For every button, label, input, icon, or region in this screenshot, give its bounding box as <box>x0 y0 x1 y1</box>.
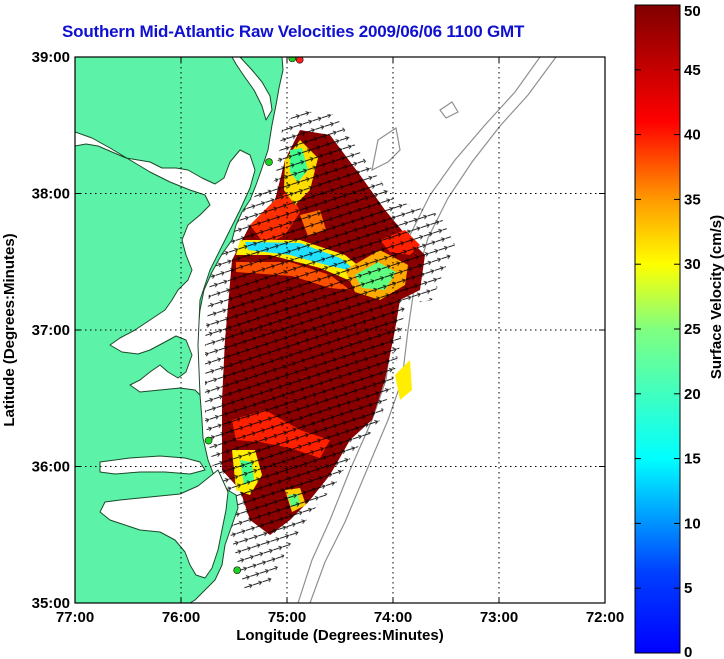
y-tick-label: 38:00 <box>32 186 70 203</box>
colorbar-tick-label: 45 <box>684 62 701 79</box>
y-axis-label: Latitude (Degrees:Minutes) <box>1 233 18 426</box>
station-markers <box>204 57 304 575</box>
colorbar-tick-label: 20 <box>684 386 701 403</box>
grid-lines <box>75 57 605 603</box>
x-axis-label: Longitude (Degrees:Minutes) <box>236 627 444 644</box>
station-marker <box>295 57 304 64</box>
colorbar-tick-label: 0 <box>684 644 692 659</box>
colorbar: 0 5 10 15 20 25 30 35 40 45 50 Surface Velocity (c… <box>634 3 724 659</box>
station-marker <box>265 158 273 166</box>
x-tick-label: 74:00 <box>374 609 412 626</box>
colorbar-tick-label: 5 <box>684 580 692 597</box>
x-tick-label: 73:00 <box>480 609 518 626</box>
x-tick-label: 72:00 <box>586 609 624 626</box>
velocity-arrows <box>205 110 455 590</box>
colorbar-tick-label: 15 <box>684 451 701 468</box>
x-tick-label: 76:00 <box>162 609 200 626</box>
colorbar-ticks: 0 5 10 15 20 25 30 35 40 45 50 <box>635 3 701 659</box>
colorbar-label: Surface Velocity (cm/s) <box>708 215 724 379</box>
station-marker <box>204 436 213 445</box>
station-marker <box>233 566 241 575</box>
station-marker <box>288 57 297 63</box>
colorbar-tick-label: 50 <box>684 3 701 20</box>
colorbar-gradient <box>634 4 681 654</box>
colorbar-tick-label: 30 <box>684 256 701 273</box>
y-tick-label: 36:00 <box>32 459 70 476</box>
chart-title: Southern Mid-Atlantic Raw Velocities 200… <box>62 22 525 41</box>
y-axis-ticks: 35:00 36:00 37:00 38:00 39:00 <box>32 49 605 612</box>
colorbar-tick-label: 40 <box>684 127 701 144</box>
y-tick-label: 35:00 <box>32 595 70 612</box>
y-tick-label: 37:00 <box>32 322 70 339</box>
colorbar-tick-label: 25 <box>684 321 701 338</box>
x-axis-ticks: 77:00 76:00 75:00 74:00 73:00 72:00 <box>56 57 624 626</box>
x-tick-label: 77:00 <box>56 609 94 626</box>
y-tick-label: 39:00 <box>32 49 70 66</box>
colorbar-tick-label: 35 <box>684 191 701 208</box>
x-tick-label: 75:00 <box>268 609 306 626</box>
colorbar-tick-label: 10 <box>684 515 701 532</box>
